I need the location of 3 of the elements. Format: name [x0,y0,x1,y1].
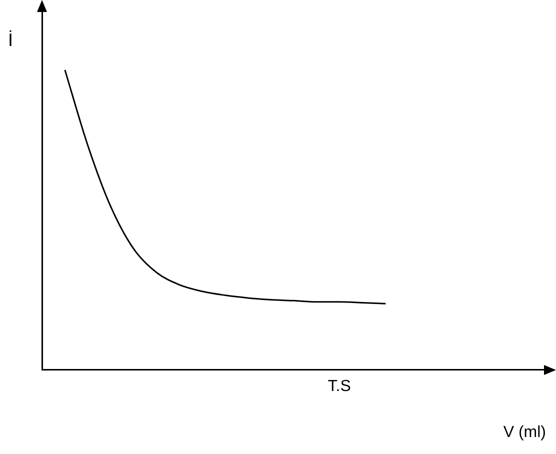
y-axis-title: İ [8,30,14,51]
x-axis-title: V (ml) [503,424,546,441]
text: T.S [326,378,352,396]
